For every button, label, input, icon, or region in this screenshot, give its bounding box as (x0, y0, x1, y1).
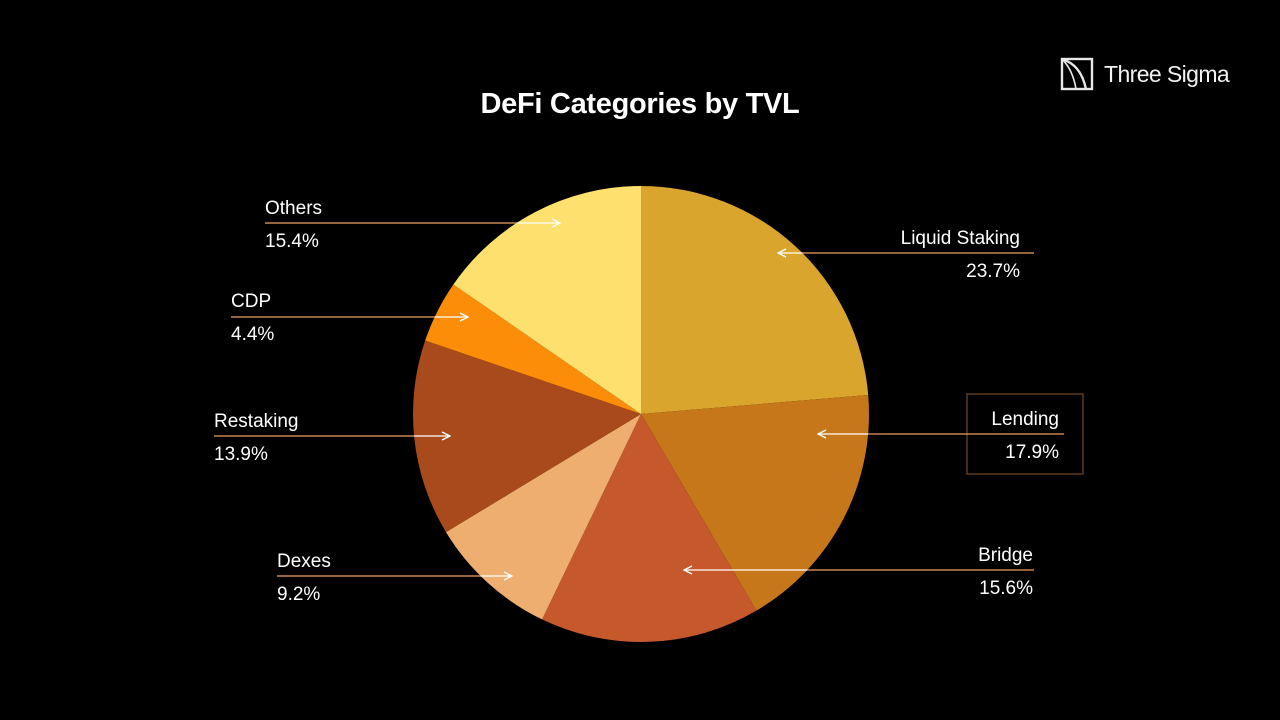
slice-label-name: CDP (231, 291, 271, 312)
pie-slice-restaking (412, 340, 641, 533)
slice-label-others: Others 15.4% (265, 198, 560, 252)
slice-label-value: 13.9% (214, 444, 268, 465)
brand-name: Three Sigma (1104, 60, 1230, 87)
slice-label-value: 4.4% (231, 324, 274, 345)
chart-title: DeFi Categories by TVL (480, 88, 800, 120)
pie-slice-bridge (542, 414, 757, 642)
slice-label-liquid-staking: Liquid Staking 23.7% (778, 228, 1034, 282)
slice-label-name: Bridge (978, 545, 1033, 566)
slice-label-cdp: CDP 4.4% (231, 291, 468, 345)
slice-label-dexes: Dexes 9.2% (277, 551, 512, 605)
slice-label-name: Dexes (277, 551, 331, 572)
three-sigma-logo-icon (1060, 57, 1094, 91)
pie-slice-others (453, 186, 641, 414)
slice-label-value: 9.2% (277, 584, 320, 605)
brand-logo: Three Sigma (1060, 56, 1230, 92)
slice-label-restaking: Restaking 13.9% (214, 411, 450, 465)
pie-slice-cdp (425, 284, 641, 414)
slice-label-value: 15.4% (265, 231, 319, 252)
slice-label-name: Liquid Staking (901, 228, 1020, 249)
slice-label-name: Lending (991, 409, 1059, 430)
pie-slice-dexes (445, 414, 641, 620)
slice-label-bridge: Bridge 15.6% (684, 545, 1034, 599)
slice-label-name: Others (265, 198, 322, 219)
slice-label-name: Restaking (214, 411, 299, 432)
slice-label-value: 15.6% (979, 578, 1033, 599)
slice-label-lending: Lending 17.9% (818, 393, 1084, 475)
slice-label-value: 17.9% (1005, 442, 1059, 463)
slice-label-value: 23.7% (966, 261, 1020, 282)
pie-slice-liquid-staking (641, 186, 869, 414)
pie-slice-lending (641, 395, 869, 611)
